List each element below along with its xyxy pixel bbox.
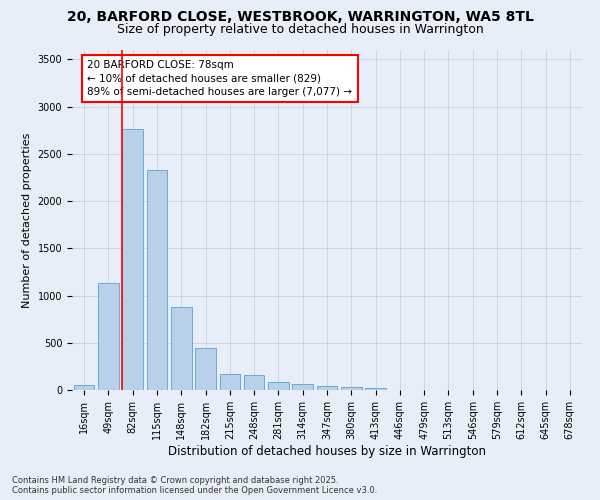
Bar [171,307,191,390]
Text: Size of property relative to detached houses in Warrington: Size of property relative to detached ho… [116,22,484,36]
Bar [146,170,167,390]
Bar [98,284,119,390]
Text: 20, BARFORD CLOSE, WESTBROOK, WARRINGTON, WA5 8TL: 20, BARFORD CLOSE, WESTBROOK, WARRINGTON… [67,10,533,24]
Text: Contains HM Land Registry data © Crown copyright and database right 2025.
Contai: Contains HM Land Registry data © Crown c… [12,476,377,495]
Bar [268,382,289,390]
Bar [341,388,362,390]
Bar [195,348,216,390]
Bar [74,385,94,390]
Bar [292,384,313,390]
Bar [365,388,386,390]
Bar [244,375,265,390]
Bar [122,130,143,390]
Y-axis label: Number of detached properties: Number of detached properties [22,132,32,308]
Bar [220,374,240,390]
Text: 20 BARFORD CLOSE: 78sqm
← 10% of detached houses are smaller (829)
89% of semi-d: 20 BARFORD CLOSE: 78sqm ← 10% of detache… [88,60,352,96]
X-axis label: Distribution of detached houses by size in Warrington: Distribution of detached houses by size … [168,444,486,458]
Bar [317,386,337,390]
